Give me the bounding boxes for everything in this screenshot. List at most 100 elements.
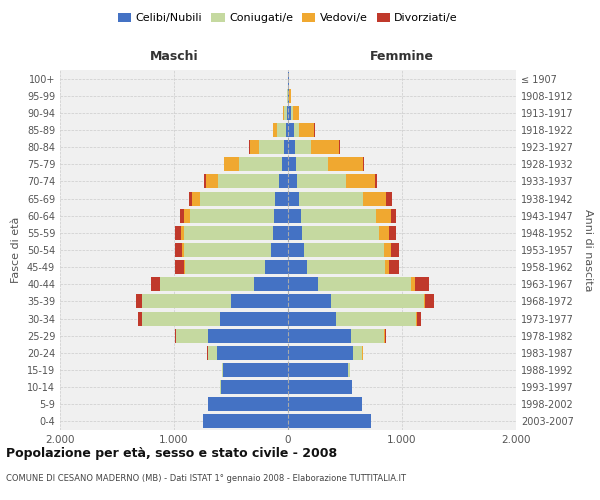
Bar (254, 278, 288, 291)
Bar (301, 208, 376, 222)
Legend: Celibi/Nubili, Coniugati/e, Vedovi/e, Divorziati/e: Celibi/Nubili, Coniugati/e, Vedovi/e, Di… (113, 8, 463, 28)
Bar (288, 398, 362, 411)
Bar (385, 260, 389, 274)
Bar (203, 414, 288, 428)
Bar (307, 260, 385, 274)
Bar (184, 243, 271, 257)
Bar (288, 208, 301, 222)
Bar (184, 260, 185, 274)
Bar (425, 294, 434, 308)
Bar (353, 346, 362, 360)
Bar (311, 140, 340, 154)
Bar (142, 294, 231, 308)
Bar (182, 243, 184, 257)
Bar (374, 174, 377, 188)
Bar (288, 192, 299, 205)
Bar (274, 208, 288, 222)
Bar (176, 328, 208, 342)
Bar (277, 123, 286, 137)
Bar (181, 226, 184, 240)
Text: COMUNE DI CESANO MADERNO (MB) - Dati ISTAT 1° gennaio 2008 - Elaborazione TUTTIT: COMUNE DI CESANO MADERNO (MB) - Dati IST… (6, 474, 406, 483)
Bar (415, 278, 430, 291)
Bar (223, 363, 288, 377)
Bar (288, 380, 352, 394)
Bar (184, 226, 273, 240)
Bar (151, 278, 160, 291)
Bar (175, 260, 184, 274)
Bar (287, 106, 288, 120)
Bar (220, 312, 288, 326)
Bar (384, 243, 391, 257)
Bar (379, 226, 389, 240)
Bar (208, 346, 217, 360)
Bar (288, 123, 294, 137)
Bar (296, 158, 328, 172)
Bar (417, 312, 421, 326)
Text: Maschi: Maschi (149, 50, 199, 63)
Bar (273, 123, 277, 137)
Bar (136, 294, 142, 308)
Bar (288, 414, 371, 428)
Bar (295, 140, 311, 154)
Bar (284, 106, 287, 120)
Bar (288, 88, 289, 102)
Bar (206, 174, 218, 188)
Bar (283, 106, 284, 120)
Bar (175, 243, 182, 257)
Bar (304, 243, 384, 257)
Bar (363, 158, 364, 172)
Bar (239, 158, 283, 172)
Bar (180, 208, 184, 222)
Bar (250, 140, 259, 154)
Bar (160, 278, 254, 291)
Bar (175, 328, 176, 342)
Bar (302, 226, 379, 240)
Bar (284, 140, 288, 154)
Bar (208, 398, 288, 411)
Bar (363, 192, 386, 205)
Bar (389, 226, 397, 240)
Bar (411, 278, 415, 291)
Bar (259, 140, 284, 154)
Bar (288, 346, 353, 360)
Bar (184, 208, 190, 222)
Bar (279, 174, 288, 188)
Bar (185, 260, 265, 274)
Bar (275, 192, 288, 205)
Bar (391, 243, 398, 257)
Bar (218, 174, 279, 188)
Y-axis label: Fasce di età: Fasce di età (11, 217, 21, 283)
Text: Popolazione per età, sesso e stato civile - 2008: Popolazione per età, sesso e stato civil… (6, 448, 337, 460)
Bar (288, 312, 336, 326)
Bar (350, 328, 384, 342)
Bar (389, 260, 398, 274)
Bar (288, 243, 304, 257)
Bar (286, 123, 288, 137)
Bar (175, 226, 181, 240)
Bar (288, 226, 302, 240)
Bar (288, 158, 296, 172)
Bar (288, 363, 349, 377)
Text: Femmine: Femmine (370, 50, 434, 63)
Bar (208, 328, 288, 342)
Bar (273, 226, 288, 240)
Bar (293, 106, 299, 120)
Y-axis label: Anni di nascita: Anni di nascita (583, 209, 593, 291)
Bar (283, 158, 288, 172)
Bar (217, 346, 288, 360)
Bar (424, 294, 425, 308)
Bar (288, 328, 350, 342)
Bar (297, 174, 346, 188)
Bar (288, 174, 297, 188)
Bar (299, 192, 363, 205)
Bar (271, 243, 288, 257)
Bar (384, 328, 385, 342)
Bar (265, 260, 288, 274)
Bar (331, 294, 424, 308)
Bar (222, 363, 223, 377)
Bar (190, 208, 274, 222)
Bar (336, 312, 416, 326)
Bar (292, 106, 293, 120)
Bar (386, 192, 392, 205)
Bar (142, 312, 220, 326)
